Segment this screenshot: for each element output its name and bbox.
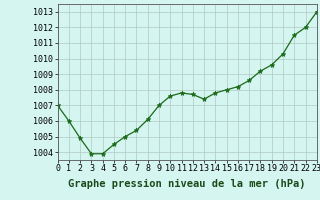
X-axis label: Graphe pression niveau de la mer (hPa): Graphe pression niveau de la mer (hPa) (68, 179, 306, 189)
